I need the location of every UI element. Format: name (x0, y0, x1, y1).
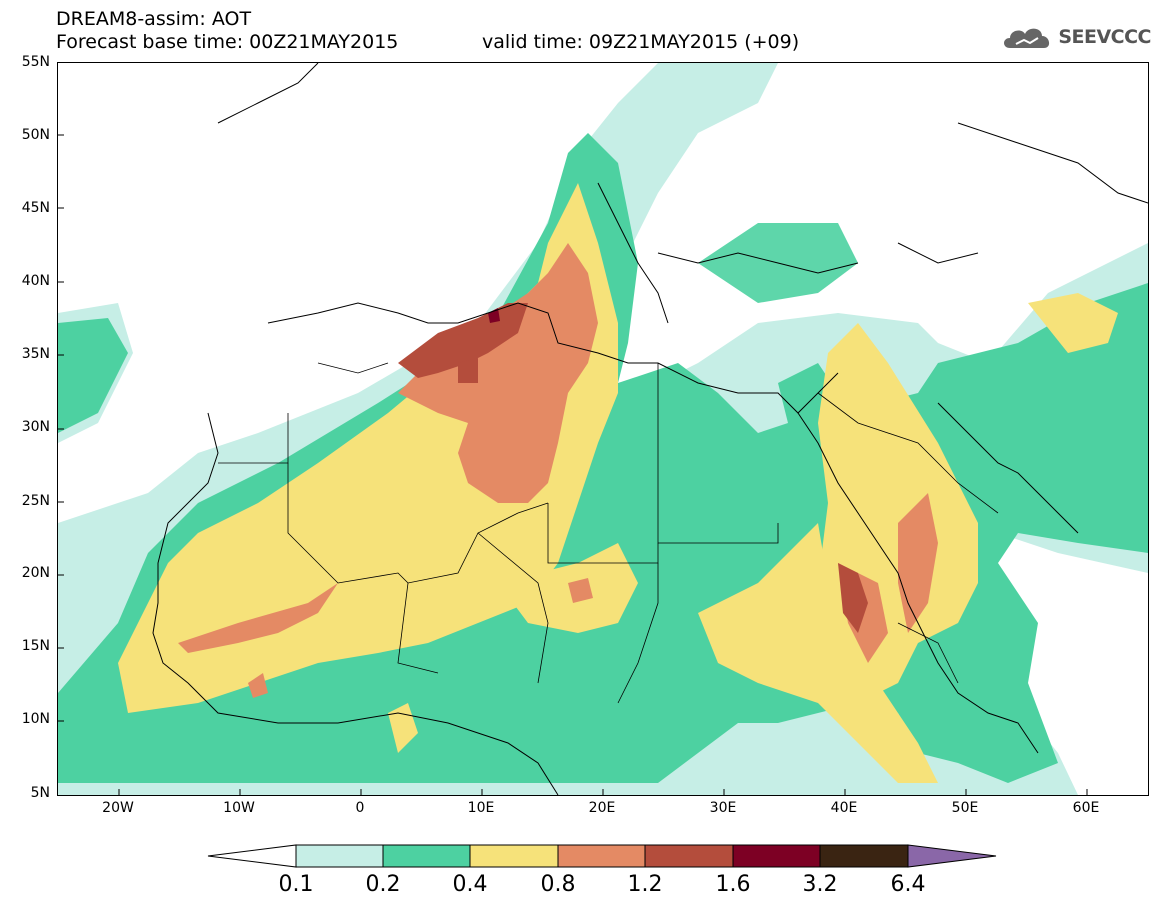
colorbar-segment-3.2-6.4 (819, 844, 909, 868)
colorbar-segment-1.2-1.6 (644, 844, 734, 868)
colorbar-label-0.1: 0.1 (278, 872, 314, 897)
lat-label-5n: 5N (30, 785, 50, 801)
lon-label-10w: 10W (223, 800, 255, 816)
colorbar-label-1.2: 1.2 (627, 872, 663, 897)
lat-label-25n: 25N (21, 493, 50, 509)
map-ticks (58, 134, 1088, 795)
aot-map (58, 63, 1148, 795)
colorbar-label-1.6: 1.6 (715, 872, 751, 897)
coastlines (152, 63, 1148, 795)
colorbar-label-3.2: 3.2 (802, 872, 838, 897)
aot-band-0.4 (118, 183, 1118, 783)
colorbar (207, 844, 997, 868)
colorbar-segment-0.1-0.2 (295, 844, 384, 868)
colorbar-above-triangle (907, 844, 997, 868)
lon-label-30e: 30E (709, 800, 737, 816)
valid-time: valid time: 09Z21MAY2015 (+09) (482, 31, 800, 53)
cloud-icon (1004, 28, 1050, 48)
lon-label-50e: 50E (951, 800, 979, 816)
colorbar-below-triangle (207, 844, 297, 868)
lon-label-10e: 10E (467, 800, 495, 816)
lon-label-0: 0 (355, 800, 365, 816)
colorbar-segment-1.6-3.2 (732, 844, 821, 868)
colorbar-label-0.8: 0.8 (540, 872, 576, 897)
colorbar-segment-0.4-0.8 (469, 844, 559, 868)
lat-label-10n: 10N (21, 711, 50, 727)
lon-label-20e: 20E (588, 800, 616, 816)
country-borders (218, 362, 999, 704)
logo-text: SEEVCCC (1058, 26, 1151, 48)
colorbar-label-0.4: 0.4 (452, 872, 488, 897)
colorbar-segment-0.2-0.4 (382, 844, 471, 868)
map-title: DREAM8-assim: AOT (56, 8, 252, 30)
lon-label-60e: 60E (1072, 800, 1100, 816)
colorbar-label-6.4: 6.4 (890, 872, 926, 897)
lon-label-40e: 40E (830, 800, 858, 816)
colorbar-segment-0.8-1.2 (557, 844, 646, 868)
lat-label-30n: 30N (21, 419, 50, 435)
lat-label-55n: 55N (21, 54, 50, 70)
forecast-base-time: Forecast base time: 00Z21MAY2015 (56, 31, 399, 53)
colorbar-label-0.2: 0.2 (365, 872, 401, 897)
lat-label-15n: 15N (21, 638, 50, 654)
lon-label-20w: 20W (102, 800, 134, 816)
lat-label-35n: 35N (21, 346, 50, 362)
lat-label-40n: 40N (21, 273, 50, 289)
lat-label-50n: 50N (21, 127, 50, 143)
seevccc-logo: SEEVCCC (1000, 22, 1151, 52)
lat-label-20n: 20N (21, 565, 50, 581)
map-area (57, 62, 1149, 796)
lat-label-45n: 45N (21, 200, 50, 216)
